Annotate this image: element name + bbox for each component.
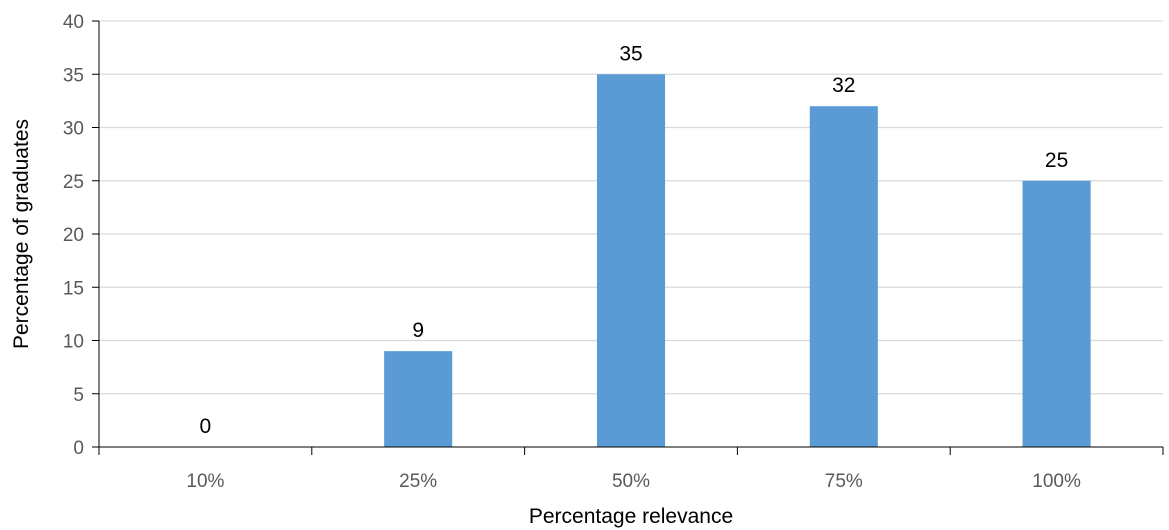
- x-tick-label: 75%: [825, 471, 863, 492]
- y-tick-label: 40: [63, 12, 84, 33]
- y-axis-title: Percentage of graduates: [10, 119, 33, 349]
- y-tick-label: 30: [63, 119, 84, 140]
- x-tick-label: 50%: [612, 471, 650, 492]
- y-tick-label: 5: [73, 385, 84, 406]
- y-tick-label: 15: [63, 278, 84, 299]
- x-tick-label: 25%: [399, 471, 437, 492]
- bar-100%: [1022, 180, 1091, 447]
- axes: [92, 20, 1164, 455]
- data-label: 32: [832, 74, 855, 97]
- data-label: 25: [1045, 149, 1068, 172]
- y-tick-labels: 0 5 10 15 20 25 30 35 40: [63, 12, 84, 459]
- x-tick-labels: 10% 25% 50% 75% 100%: [186, 471, 1081, 492]
- bar-75%: [809, 106, 878, 447]
- y-tick-label: 25: [63, 172, 84, 193]
- x-tick-label: 100%: [1032, 471, 1081, 492]
- y-tick-label: 20: [63, 225, 84, 246]
- data-label: 0: [200, 415, 212, 438]
- bar-50%: [596, 74, 666, 447]
- data-label: 9: [412, 319, 424, 342]
- data-labels: 0 9 35 32 25: [200, 42, 1069, 438]
- bars: [384, 74, 1091, 447]
- y-tick-label: 10: [63, 332, 84, 353]
- data-label: 35: [619, 42, 642, 65]
- bar-25%: [384, 351, 453, 447]
- y-tick-label: 0: [73, 438, 84, 459]
- x-axis-title: Percentage relevance: [529, 505, 733, 528]
- x-tick-label: 10%: [186, 471, 224, 492]
- y-tick-label: 35: [63, 65, 84, 86]
